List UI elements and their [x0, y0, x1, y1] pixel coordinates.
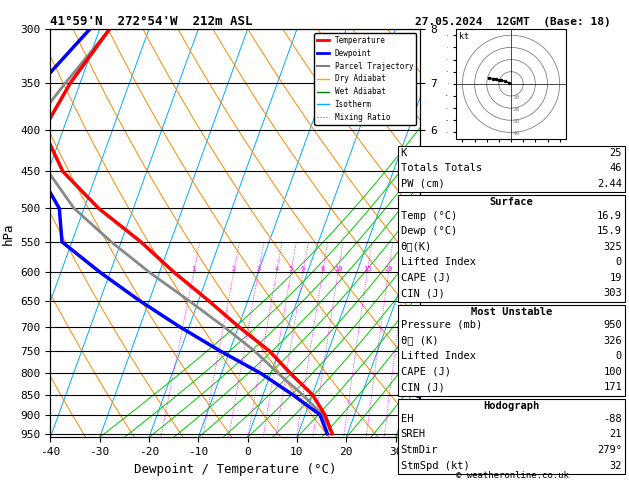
Text: StmSpd (kt): StmSpd (kt): [401, 461, 469, 470]
Text: EH: EH: [401, 414, 413, 424]
Text: 279°: 279°: [597, 445, 622, 455]
Text: PW (cm): PW (cm): [401, 179, 445, 189]
Text: CIN (J): CIN (J): [401, 288, 445, 298]
Text: CAPE (J): CAPE (J): [401, 366, 450, 377]
Text: 25: 25: [610, 148, 622, 158]
Text: SREH: SREH: [401, 430, 426, 439]
Text: 10: 10: [334, 266, 342, 273]
Text: 950: 950: [603, 320, 622, 330]
Text: 21: 21: [610, 430, 622, 439]
Text: 3: 3: [256, 266, 260, 273]
Text: 325: 325: [603, 242, 622, 252]
Text: 1: 1: [192, 266, 196, 273]
Legend: Temperature, Dewpoint, Parcel Trajectory, Dry Adiabat, Wet Adiabat, Isotherm, Mi: Temperature, Dewpoint, Parcel Trajectory…: [314, 33, 416, 125]
Text: Hodograph: Hodograph: [483, 400, 540, 411]
Text: 20: 20: [512, 107, 520, 112]
Text: θᴄ(K): θᴄ(K): [401, 242, 432, 252]
Text: 32: 32: [610, 461, 622, 470]
Text: kt: kt: [459, 32, 469, 41]
Text: 2.44: 2.44: [597, 179, 622, 189]
Text: 46: 46: [610, 163, 622, 174]
Text: 303: 303: [603, 288, 622, 298]
Text: 30: 30: [512, 119, 520, 124]
Text: Totals Totals: Totals Totals: [401, 163, 482, 174]
Y-axis label: hPa: hPa: [2, 222, 15, 244]
Text: Temp (°C): Temp (°C): [401, 210, 457, 221]
Text: Surface: Surface: [489, 197, 533, 208]
Text: Most Unstable: Most Unstable: [470, 307, 552, 317]
Text: 27.05.2024  12GMT  (Base: 18): 27.05.2024 12GMT (Base: 18): [415, 17, 611, 27]
Text: θᴄ (K): θᴄ (K): [401, 335, 438, 346]
Text: Dewp (°C): Dewp (°C): [401, 226, 457, 236]
Text: 0: 0: [616, 257, 622, 267]
Text: 326: 326: [603, 335, 622, 346]
Text: Lifted Index: Lifted Index: [401, 351, 476, 361]
Text: StmDir: StmDir: [401, 445, 438, 455]
Text: K: K: [401, 148, 407, 158]
Text: 5: 5: [289, 266, 293, 273]
Text: 2: 2: [231, 266, 236, 273]
Y-axis label: km
ASL: km ASL: [453, 223, 470, 244]
Text: 41°59'N  272°54'W  212m ASL: 41°59'N 272°54'W 212m ASL: [50, 15, 253, 28]
Text: LCL: LCL: [405, 428, 420, 437]
Text: 40: 40: [512, 131, 520, 136]
Text: 16.9: 16.9: [597, 210, 622, 221]
Text: 4: 4: [274, 266, 279, 273]
Text: Pressure (mb): Pressure (mb): [401, 320, 482, 330]
Text: 19: 19: [610, 273, 622, 283]
Text: CIN (J): CIN (J): [401, 382, 445, 392]
Text: 100: 100: [603, 366, 622, 377]
Text: 25: 25: [401, 266, 409, 273]
Text: 0: 0: [616, 351, 622, 361]
Text: -88: -88: [603, 414, 622, 424]
Text: 15: 15: [363, 266, 371, 273]
Text: 15.9: 15.9: [597, 226, 622, 236]
Text: CAPE (J): CAPE (J): [401, 273, 450, 283]
Text: 8: 8: [320, 266, 325, 273]
Text: 20: 20: [384, 266, 392, 273]
Text: Lifted Index: Lifted Index: [401, 257, 476, 267]
Text: 6: 6: [301, 266, 305, 273]
Text: 171: 171: [603, 382, 622, 392]
Text: 10: 10: [512, 95, 520, 100]
X-axis label: Dewpoint / Temperature (°C): Dewpoint / Temperature (°C): [134, 463, 337, 476]
Text: © weatheronline.co.uk: © weatheronline.co.uk: [456, 471, 569, 480]
